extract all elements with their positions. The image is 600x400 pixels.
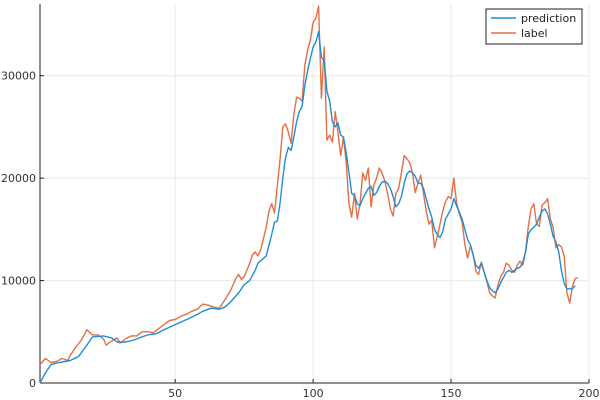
y-tick-label: 10000 (1, 275, 36, 288)
tick-labels: 50 100 150 200 0 10000 20000 30000 (1, 70, 600, 400)
x-tick-label: 200 (579, 387, 600, 400)
series-line-label (39, 5, 579, 366)
x-tick-label: 150 (441, 387, 462, 400)
legend: prediction label (485, 8, 583, 45)
y-tick-label: 20000 (1, 172, 36, 185)
series-lines (39, 5, 579, 384)
legend-label-prediction: prediction (521, 12, 576, 25)
x-tick-label: 50 (168, 387, 182, 400)
grid-lines (40, 4, 590, 384)
x-tick-label: 100 (303, 387, 324, 400)
legend-label-label: label (521, 27, 548, 40)
y-tick-label: 0 (29, 377, 36, 390)
axes (39, 4, 590, 384)
legend-box (485, 8, 583, 45)
y-tick-label: 30000 (1, 70, 36, 83)
series-line-prediction (39, 31, 576, 384)
